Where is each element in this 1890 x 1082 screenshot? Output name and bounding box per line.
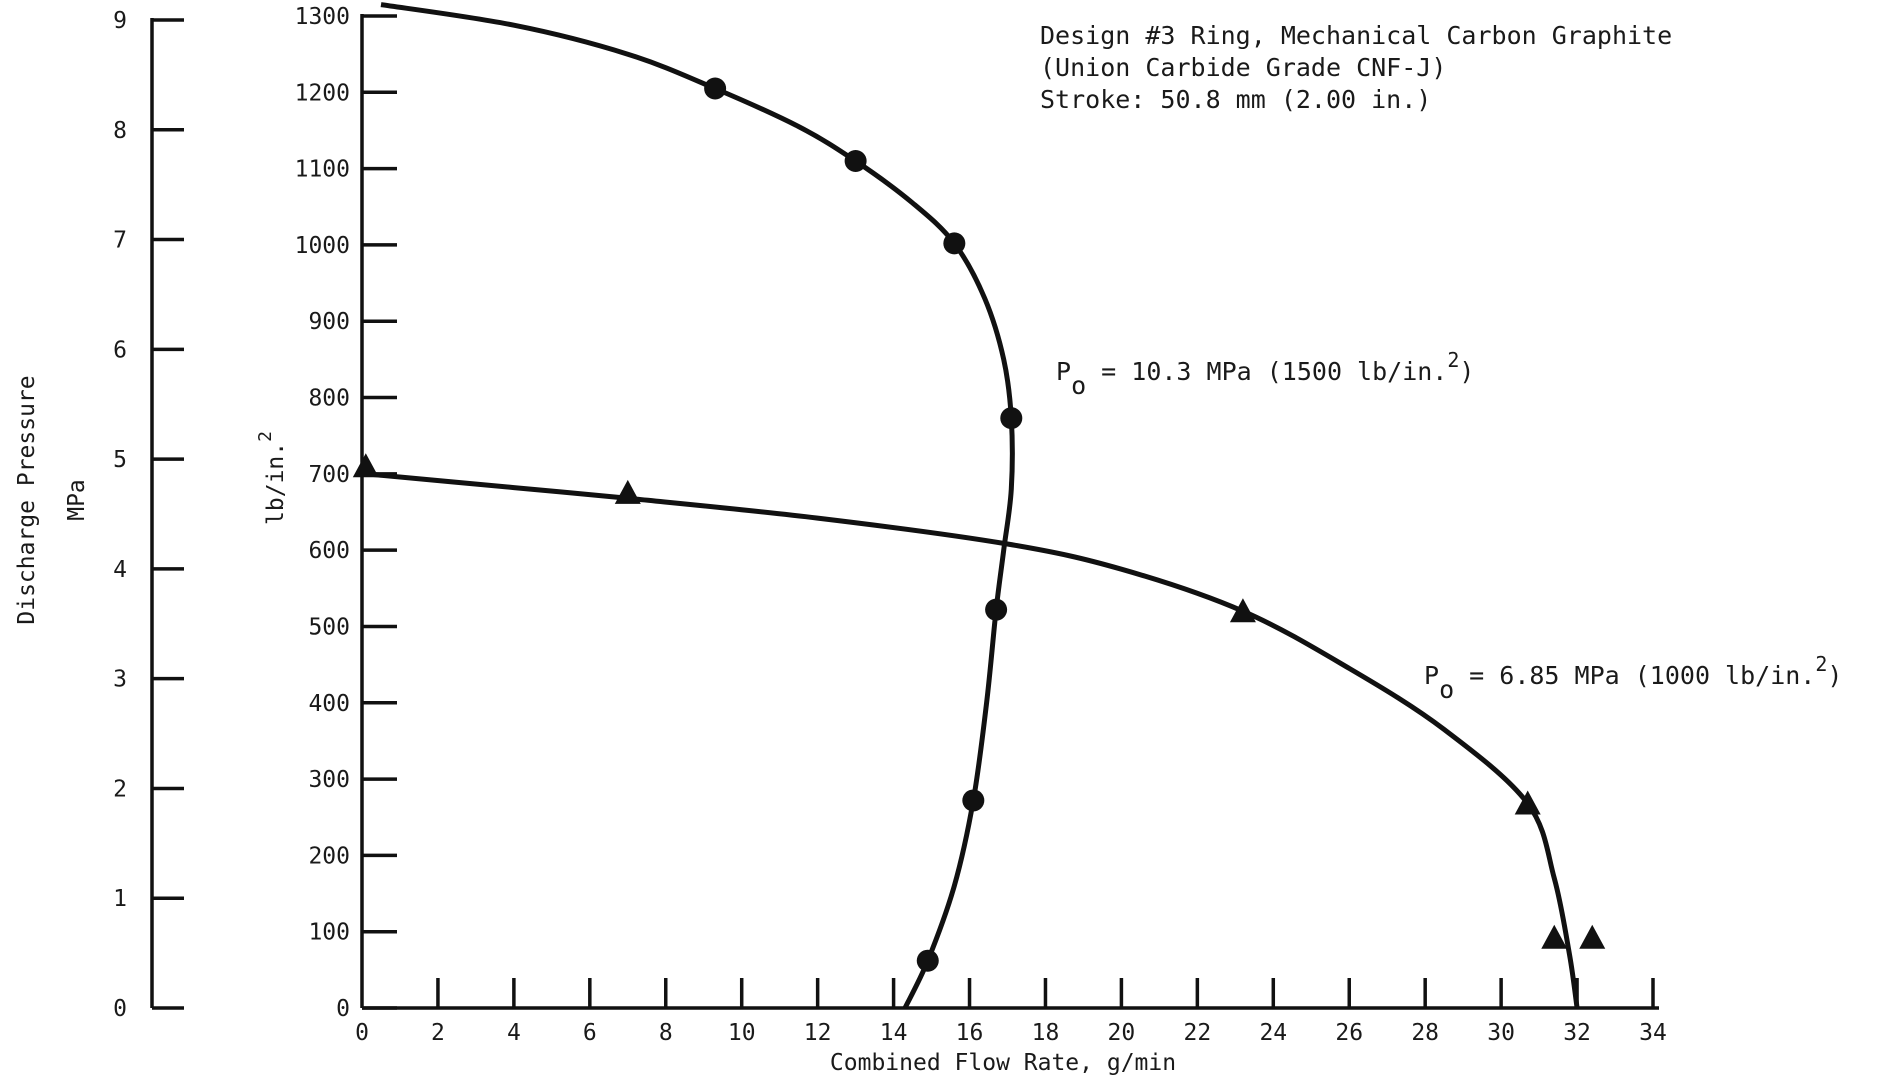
- series-1: [380, 2, 1023, 1010]
- secondary-y-axis-title-line1: Discharge Pressure: [14, 375, 40, 624]
- primary-y-tick-label: 200: [308, 843, 350, 869]
- series-2-point: [614, 479, 641, 504]
- x-tick-label: 30: [1487, 1020, 1515, 1046]
- series-1-point: [704, 77, 727, 100]
- primary-y-axis-title: lb/in.2: [255, 431, 289, 525]
- series-2-point: [1541, 924, 1568, 949]
- x-tick-label: 16: [956, 1020, 984, 1046]
- primary-y-tick-label: 300: [308, 767, 350, 793]
- secondary-y-tick-label: 7: [113, 228, 127, 254]
- primary-y-tick-label: 600: [308, 538, 350, 564]
- chart-title-block: Design #3 Ring, Mechanical Carbon Graphi…: [1040, 21, 1672, 114]
- secondary-axis-mpa: 0 1 2 3 4 5 6 7 8 9: [113, 8, 184, 1022]
- primary-y-tick-label: 800: [308, 386, 350, 412]
- secondary-y-tick-label: 8: [113, 118, 127, 144]
- series-2-point: [1514, 790, 1541, 815]
- x-tick-label: 32: [1563, 1020, 1591, 1046]
- series-2: [352, 453, 1606, 1009]
- series-1-point: [844, 149, 867, 172]
- x-tick-label: 12: [804, 1020, 832, 1046]
- series-2-point: [1229, 598, 1256, 623]
- x-tick-label: 24: [1259, 1020, 1287, 1046]
- series-1-point: [916, 949, 939, 972]
- secondary-y-tick-label: 3: [113, 667, 127, 693]
- primary-y-tick-label: 900: [308, 309, 350, 335]
- series-label-10-3-mpa: Po = 10.3 MPa (1500 lb/in.2): [1056, 348, 1474, 400]
- series-2-point: [1579, 924, 1606, 949]
- series-2-curve: [365, 471, 1580, 1009]
- x-tick-label: 34: [1639, 1020, 1667, 1046]
- x-tick-label: 18: [1032, 1020, 1060, 1046]
- primary-y-tick-label: 1300: [295, 4, 350, 30]
- secondary-y-tick-label: 5: [113, 447, 127, 473]
- x-tick-label: 10: [728, 1020, 756, 1046]
- primary-y-tick-label: 700: [308, 462, 350, 488]
- series-2-point: [352, 453, 379, 478]
- secondary-y-tick-label: 2: [113, 776, 127, 802]
- secondary-y-axis-title-line2: MPa: [64, 479, 90, 521]
- series-label-6-85-mpa: Po = 6.85 MPa (1000 lb/in.2): [1424, 652, 1842, 704]
- x-tick-label: 0: [355, 1020, 369, 1046]
- x-tick-label: 22: [1184, 1020, 1212, 1046]
- primary-y-tick-label: 1000: [295, 233, 350, 259]
- primary-axis-psi: 0 100 200 300 400 500 600 700 800 900 1000 1100 1200…: [295, 4, 397, 1022]
- series-1-point: [943, 232, 966, 255]
- series-1-point: [985, 598, 1008, 621]
- series-1-point: [1000, 407, 1023, 430]
- x-tick-label: 28: [1411, 1020, 1439, 1046]
- x-tick-label: 4: [507, 1020, 521, 1046]
- x-tick-label: 14: [880, 1020, 908, 1046]
- x-tick-label: 2: [431, 1020, 445, 1046]
- x-tick-label: 20: [1108, 1020, 1136, 1046]
- secondary-y-axis-title: Discharge Pressure MPa: [14, 375, 90, 624]
- x-tick-label: 8: [659, 1020, 673, 1046]
- chart-subtitle-line1: (Union Carbide Grade CNF-J): [1040, 53, 1446, 82]
- primary-y-tick-label: 1100: [295, 157, 350, 183]
- secondary-y-tick-label: 1: [113, 886, 127, 912]
- x-axis: 0 2 4 6 8 10 12 14 16 18 20 22 24 26 28 30 32 34: [355, 978, 1667, 1046]
- primary-y-tick-label: 1200: [295, 80, 350, 106]
- secondary-y-tick-label: 4: [113, 557, 127, 583]
- secondary-y-tick-label: 9: [113, 8, 127, 34]
- primary-y-tick-label: 0: [336, 996, 350, 1022]
- chart-subtitle-line2: Stroke: 50.8 mm (2.00 in.): [1040, 85, 1431, 114]
- chart-title: Design #3 Ring, Mechanical Carbon Graphi…: [1040, 21, 1672, 50]
- secondary-y-tick-label: 6: [113, 337, 127, 363]
- x-axis-title: Combined Flow Rate, g/min: [830, 1050, 1176, 1076]
- x-tick-label: 26: [1335, 1020, 1363, 1046]
- series-layer: [352, 2, 1606, 1010]
- primary-y-tick-label: 100: [308, 920, 350, 946]
- primary-y-tick-label: 500: [308, 614, 350, 640]
- x-tick-label: 6: [583, 1020, 597, 1046]
- secondary-y-tick-label: 0: [113, 996, 127, 1022]
- series-1-point: [962, 789, 985, 812]
- primary-y-tick-label: 400: [308, 691, 350, 717]
